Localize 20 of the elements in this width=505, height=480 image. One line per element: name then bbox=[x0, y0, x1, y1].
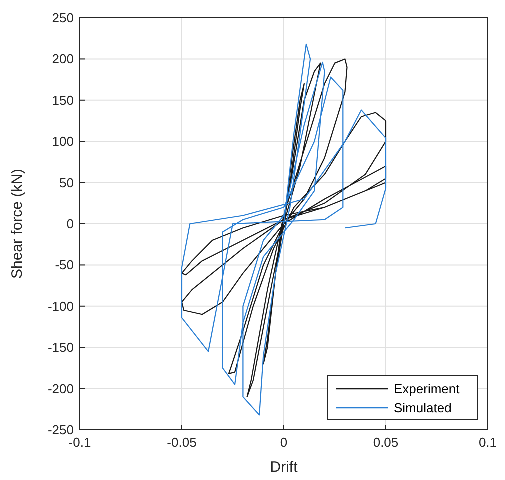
y-tick-label: -150 bbox=[48, 340, 74, 356]
x-tick-label: 0 bbox=[280, 435, 288, 450]
y-tick-label: -50 bbox=[55, 258, 74, 273]
y-tick-label: 250 bbox=[52, 10, 74, 26]
x-axis-title: Drift bbox=[270, 459, 299, 476]
x-tick-label: -0.05 bbox=[167, 435, 197, 450]
y-tick-label: 150 bbox=[52, 92, 74, 108]
y-tick-label: -250 bbox=[48, 422, 74, 438]
y-axis-title: Shear force (kN) bbox=[9, 168, 26, 280]
y-tick-label: 50 bbox=[60, 175, 74, 190]
y-tick-label: 200 bbox=[52, 52, 74, 67]
y-tick-label: -100 bbox=[48, 298, 74, 314]
x-tick-label: 0.05 bbox=[373, 435, 399, 450]
legend-label: Experiment bbox=[394, 382, 460, 396]
legend-label: Simulated bbox=[394, 400, 452, 416]
x-tick-label: 0.1 bbox=[478, 435, 498, 450]
y-tick-label: -200 bbox=[48, 381, 74, 396]
x-tick-label: -0.1 bbox=[68, 435, 92, 450]
y-tick-label: 100 bbox=[52, 134, 74, 150]
y-tick-label: 0 bbox=[66, 216, 74, 232]
